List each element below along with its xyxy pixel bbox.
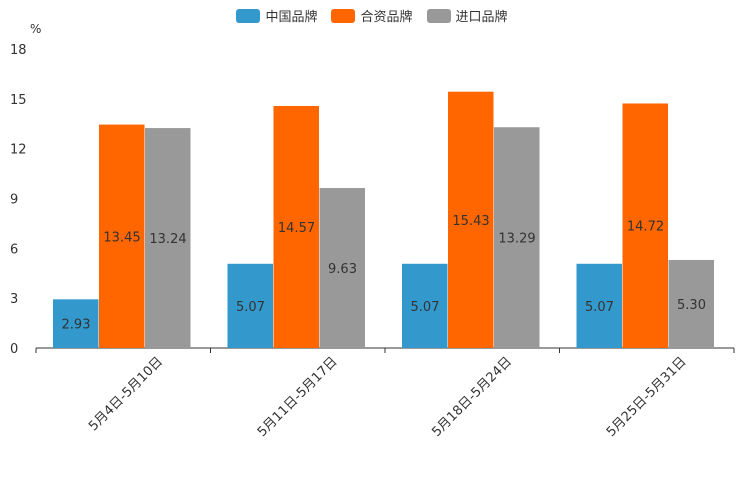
y-tick-label-0: 0 [10, 342, 18, 357]
data-label-s0-c3: 5.07 [585, 300, 614, 315]
bar-s1-c2[interactable] [448, 91, 494, 348]
data-label-s1-c2: 15.43 [452, 214, 489, 229]
x-category-label-3: 5月25日-5月31日 [604, 354, 690, 440]
data-label-s0-c2: 5.07 [411, 300, 440, 315]
y-tick-label-6: 18 [10, 43, 27, 58]
legend-item-jv-brand[interactable]: 合资品牌 [331, 6, 413, 25]
data-label-s1-c1: 14.57 [278, 221, 315, 236]
legend-item-import-brand[interactable]: 进口品牌 [426, 6, 508, 25]
legend-item-china-brand[interactable]: 中国品牌 [236, 6, 317, 25]
y-tick-label-4: 12 [10, 143, 27, 158]
data-label-s0-c0: 2.93 [62, 318, 91, 333]
bar-s1-c1[interactable] [273, 105, 320, 349]
bar-s0-c3[interactable] [576, 263, 623, 348]
y-tick-label-5: 15 [10, 93, 27, 108]
y-tick-label-3: 9 [10, 193, 18, 208]
y-tick-label-2: 6 [10, 242, 18, 257]
legend-swatch-jv-brand [331, 8, 356, 23]
bar-s1-c0[interactable] [99, 124, 145, 348]
legend-swatch-import-brand [426, 8, 451, 23]
legend-swatch-china-brand [236, 8, 261, 23]
y-axis-unit: % [30, 22, 42, 36]
bar-s2-c3[interactable] [668, 259, 715, 348]
data-label-s0-c1: 5.07 [236, 300, 265, 315]
data-label-s2-c2: 13.29 [498, 232, 535, 247]
x-category-label-2: 5月18日-5月24日 [429, 354, 515, 440]
legend-label-jv-brand: 合资品牌 [360, 10, 413, 25]
data-label-s2-c1: 9.63 [328, 262, 357, 277]
data-label-s1-c0: 13.45 [103, 230, 140, 245]
bar-s2-c1[interactable] [319, 188, 366, 348]
bar-s1-c3[interactable] [622, 103, 669, 349]
bar-s0-c2[interactable] [402, 263, 448, 348]
bar-s2-c2[interactable] [494, 127, 540, 348]
y-tick-label-1: 3 [10, 292, 18, 307]
data-label-s2-c3: 5.30 [677, 298, 706, 313]
legend-label-import-brand: 进口品牌 [455, 10, 508, 25]
x-category-label-1: 5月11日-5月17日 [255, 354, 341, 440]
bar-s0-c0[interactable] [53, 299, 99, 348]
data-label-s2-c0: 13.24 [149, 232, 186, 247]
data-label-s1-c3: 14.72 [627, 220, 664, 235]
legend-label-china-brand: 中国品牌 [265, 10, 318, 25]
legend: 中国品牌 合资品牌 进口品牌 [0, 6, 744, 25]
bar-s2-c0[interactable] [145, 128, 191, 348]
bar-s0-c1[interactable] [227, 263, 274, 348]
x-category-label-0: 5月4日-5月10日 [86, 354, 166, 434]
